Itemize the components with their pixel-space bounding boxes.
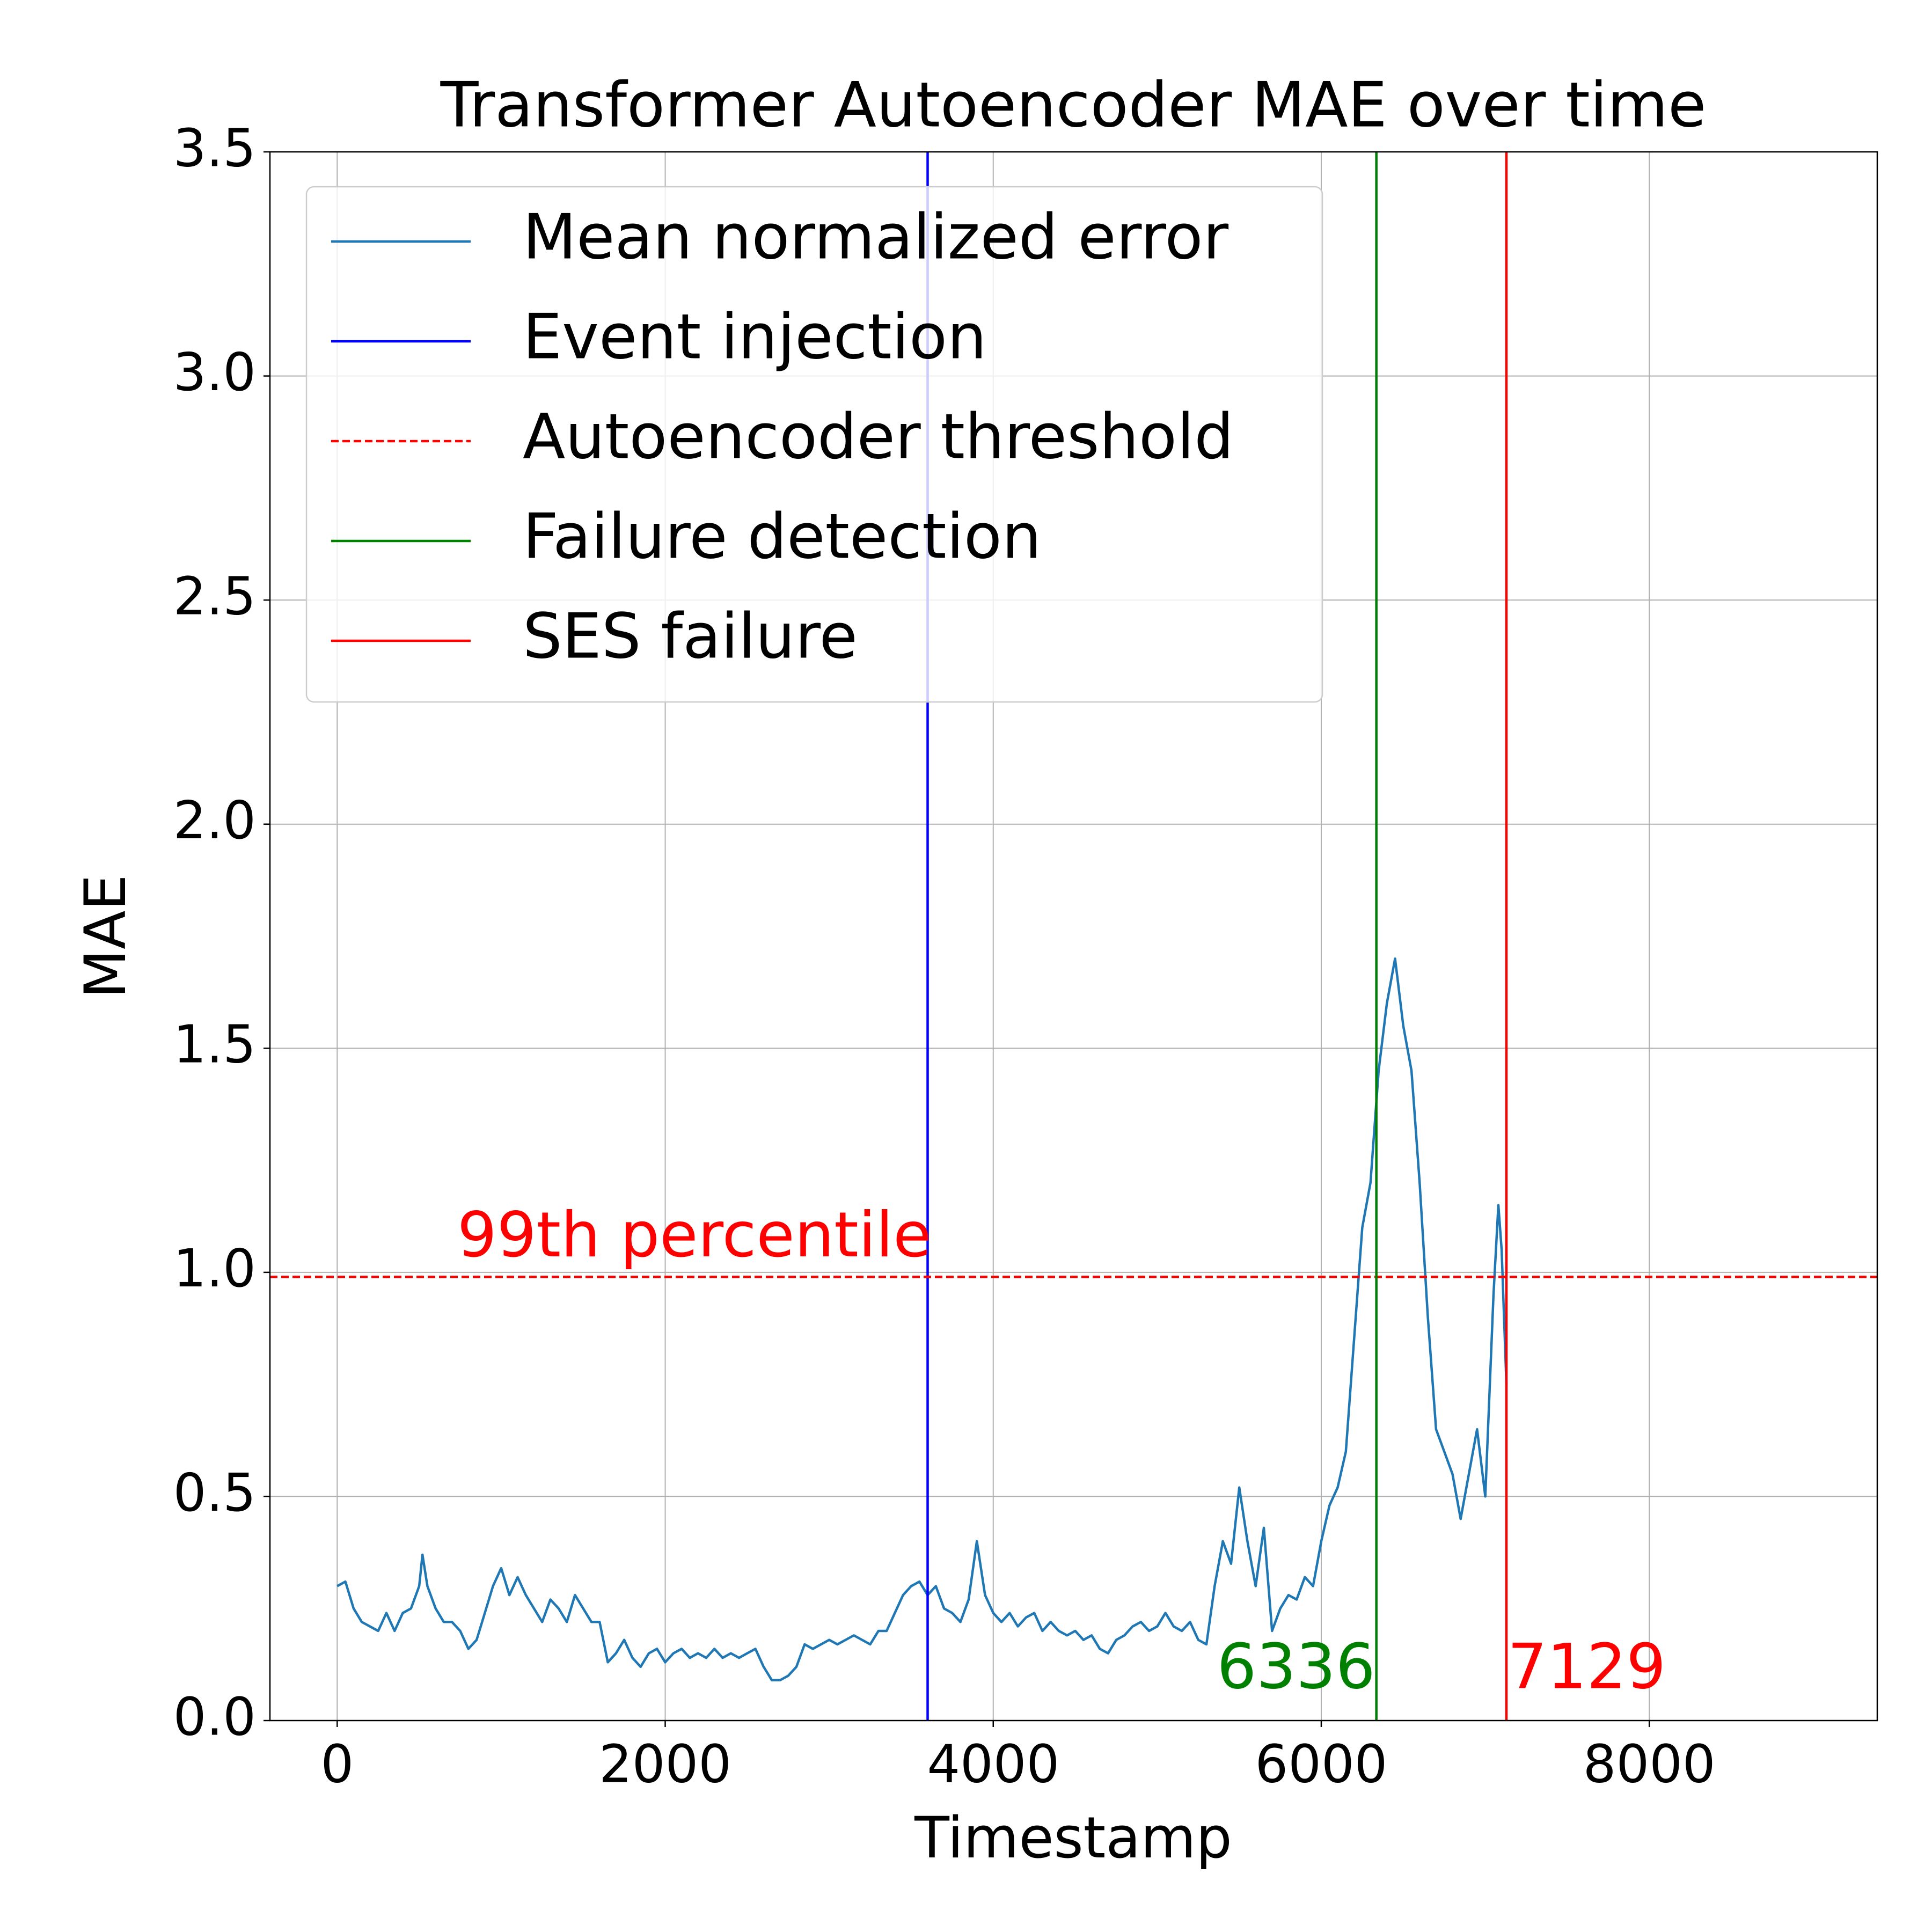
legend-label: Event injection bbox=[523, 301, 987, 374]
y-tick-label: 3.5 bbox=[173, 118, 256, 178]
y-tick-label: 1.0 bbox=[173, 1238, 256, 1299]
chart-title: Transformer Autoencoder MAE over time bbox=[440, 69, 1707, 142]
plot-frame bbox=[269, 151, 1878, 1722]
legend-label: Failure detection bbox=[523, 501, 1041, 573]
x-tick-label: 6000 bbox=[1255, 1733, 1388, 1794]
y-tick-label: 2.5 bbox=[173, 566, 256, 627]
legend-label: Autoencoder threshold bbox=[523, 401, 1234, 473]
data-line bbox=[336, 957, 1508, 1682]
legend-box bbox=[305, 186, 1323, 703]
x-tick-label: 0 bbox=[320, 1733, 354, 1794]
y-tick-label: 3.0 bbox=[173, 342, 256, 402]
x-axis-label: Timestamp bbox=[914, 1805, 1232, 1871]
line-annotation: 6336 bbox=[1217, 1631, 1375, 1703]
x-tick-label: 2000 bbox=[599, 1733, 731, 1794]
legend: Mean normalized error Event injection Auto… bbox=[305, 186, 1323, 703]
legend-label: SES failure bbox=[523, 601, 858, 673]
line-annotation: 7129 bbox=[1507, 1631, 1666, 1703]
line-annotation: 99th percentile bbox=[457, 1199, 932, 1271]
y-tick-label: 0.0 bbox=[173, 1686, 256, 1747]
y-tick-label: 0.5 bbox=[173, 1462, 256, 1523]
y-tick-label: 2.0 bbox=[173, 790, 256, 851]
legend-label: Mean normalized error bbox=[523, 201, 1229, 274]
y-tick-label: 1.5 bbox=[173, 1014, 256, 1075]
y-axis-label: MAE bbox=[72, 875, 138, 999]
x-tick-label: 8000 bbox=[1583, 1733, 1716, 1794]
x-tick-label: 4000 bbox=[927, 1733, 1059, 1794]
